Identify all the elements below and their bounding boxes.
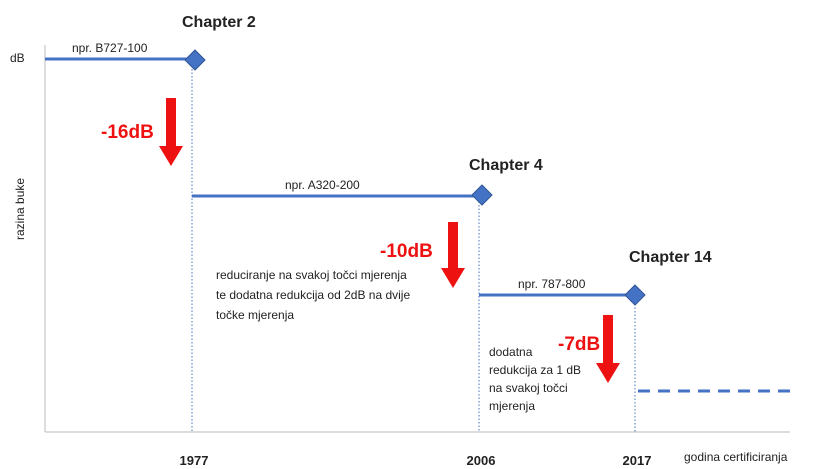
year: 2017 xyxy=(623,453,652,468)
year: 2006 xyxy=(467,453,496,468)
note-line: te dodatna redukcija od 2dB na dvije xyxy=(216,288,410,302)
arrow xyxy=(441,222,465,288)
example: npr. A320-200 xyxy=(285,178,360,192)
arrow xyxy=(159,98,183,166)
diamond xyxy=(184,49,206,71)
year: 1977 xyxy=(180,453,209,468)
chapter: Chapter 4 xyxy=(469,157,543,174)
y-label: razina buke xyxy=(13,178,27,240)
note-line: redukcija za 1 dB xyxy=(489,363,581,377)
example: npr. 787-800 xyxy=(518,277,586,291)
arrow xyxy=(596,315,620,383)
note-line: na svakoj točci xyxy=(489,381,568,395)
chapter: Chapter 14 xyxy=(629,249,712,266)
note-line: točke mjerenja xyxy=(216,308,294,322)
reduction: -16dB xyxy=(101,122,154,143)
note-line: mjerenja xyxy=(489,399,535,413)
example: npr. B727-100 xyxy=(72,41,148,55)
x-label: godina certificiranja xyxy=(684,450,788,464)
diamond xyxy=(624,284,646,306)
y-unit: dB xyxy=(10,51,25,65)
reduction: -7dB xyxy=(558,334,600,355)
note-line: reduciranje na svakoj točci mjerenja xyxy=(216,268,407,282)
chapter: Chapter 2 xyxy=(182,14,256,31)
diamond xyxy=(471,184,493,206)
reduction: -10dB xyxy=(380,241,433,262)
note-line: dodatna xyxy=(489,345,533,359)
